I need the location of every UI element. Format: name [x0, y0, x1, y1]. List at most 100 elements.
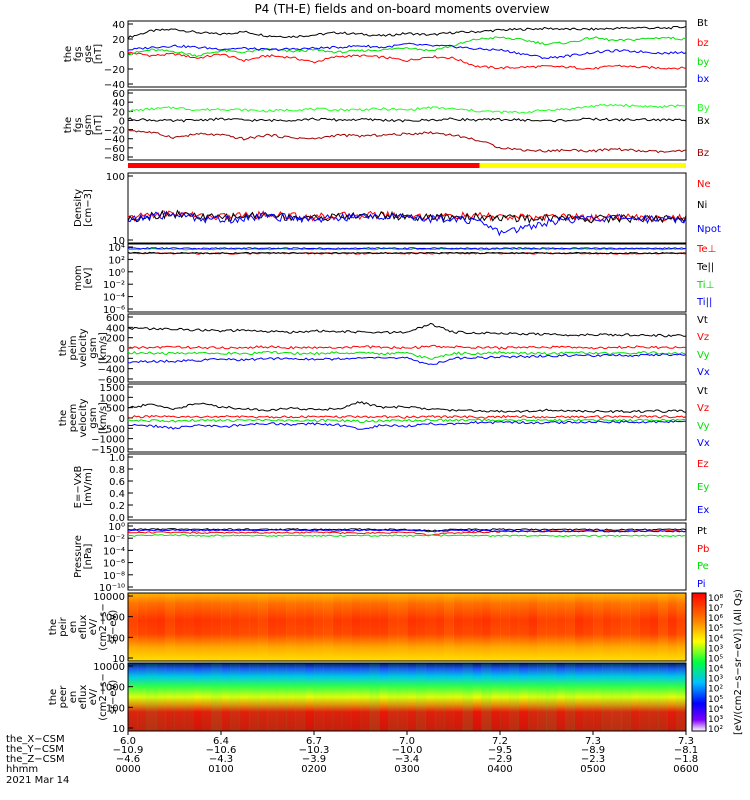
fgs-gsm-ytick-label: −60	[104, 144, 125, 155]
peir-spectrogram-streak	[639, 593, 650, 661]
series-pressure-2	[127, 534, 687, 538]
peer-spectrogram-ylabel: eflux	[78, 685, 89, 710]
peim-velocity-ytick-label: 400	[106, 323, 125, 334]
peir-spectrogram-streak	[314, 593, 324, 661]
fgs-gsm-ylabel: [nT]	[93, 115, 104, 135]
temperature-ytick-label: 10⁴	[108, 243, 125, 254]
peer-spectrogram-ytick-label: 10	[112, 724, 125, 735]
temperature-ytick-label: 10²	[108, 255, 125, 266]
temperature-ylabel: [eV]	[83, 268, 94, 289]
fgs-gse-ytick-label: 20	[112, 35, 125, 46]
peer-spectrogram-streak	[472, 663, 482, 731]
time-col-lat: 7.2	[492, 736, 508, 747]
legend-peim-velocity-2: Vy	[697, 350, 710, 361]
time-col-x: −8.9	[581, 745, 605, 756]
peim-velocity-ylabel: [km/s]	[98, 332, 109, 364]
peer-spectrogram-streak	[165, 663, 175, 731]
legend-pressure-1: Pb	[697, 544, 709, 555]
legend-peem-velocity-0: Vt	[697, 386, 708, 397]
peer-spectrogram-streak	[574, 663, 585, 731]
peir-spectrogram-ytick-label: 100	[106, 633, 125, 644]
fgs-gsm-ylabel: gsm	[83, 114, 94, 135]
fgs-gse-ytick-label: 0	[119, 50, 125, 61]
colorbar-tick-label: 10³	[708, 675, 723, 685]
peir-spectrogram-streak	[593, 593, 603, 661]
peer-spectrogram-streak	[434, 663, 445, 731]
time-col-lat: 7.3	[678, 736, 694, 747]
panel-density: 100 10 Density [cm−3] Ne Ni Npot	[73, 172, 721, 247]
legend-fgs-gse-2: by	[697, 57, 709, 68]
peem-velocity-ylabel: the	[58, 410, 69, 426]
series-fgs-gse-1	[127, 51, 687, 70]
peer-spectrogram-streak	[193, 663, 203, 731]
pressure-background	[128, 523, 686, 590]
legend-peem-velocity-3: Vx	[697, 438, 710, 449]
peer-spectrogram-ylabel: en	[68, 691, 79, 704]
time-col-hhmm: 0300	[394, 764, 419, 775]
series-peem-velocity-2	[127, 418, 687, 424]
peer-spectrogram-streak	[146, 663, 157, 731]
peir-spectrogram-streak	[369, 593, 380, 661]
series-peim-velocity-1	[127, 344, 687, 350]
peer-spectrogram-streak	[128, 663, 138, 731]
peer-spectrogram-streak	[155, 663, 166, 731]
series-temperature-3	[127, 247, 687, 250]
peer-spectrogram-streak	[351, 663, 361, 731]
peir-spectrogram-streak	[537, 593, 547, 661]
fgs-gsm-ylabel: fgs	[73, 117, 84, 132]
time-col-lat: 7.3	[585, 736, 601, 747]
fgs-gse-ytick-label: −20	[104, 65, 125, 76]
peer-spectrogram-streak	[639, 663, 650, 731]
series-peem-velocity-1	[127, 414, 687, 419]
time-col-y: −4.3	[209, 754, 233, 765]
legend-temperature-0: Te⊥	[696, 244, 716, 255]
peer-spectrogram-streak	[593, 663, 603, 731]
temperature-background	[128, 244, 686, 312]
peer-spectrogram-streak	[267, 663, 278, 731]
series-fgs-gsm-0	[127, 103, 687, 114]
density-ytick-label: 10	[112, 236, 125, 247]
panel-peir-spectrogram: 10000 1000 100 10 the peir en eflux eV/(cm2−s− sr…	[48, 592, 687, 665]
peer-spectrogram-streak	[453, 663, 464, 731]
peir-spectrogram-ylabel: sr−eV)	[108, 610, 119, 645]
peir-spectrogram-frame	[127, 592, 687, 662]
peer-spectrogram-streak	[602, 663, 613, 731]
time-col-x: −10.0	[392, 745, 423, 756]
series-peem-velocity-3	[127, 420, 687, 430]
peer-spectrogram-streak	[258, 663, 268, 731]
peir-spectrogram-streak	[323, 593, 334, 661]
peir-spectrogram-streak	[304, 593, 315, 661]
series-peim-velocity-0	[127, 322, 687, 338]
time-col-hhmm: 0200	[301, 764, 326, 775]
pressure-ytick-label: 10⁻⁶	[103, 559, 125, 570]
time-row-label: the_Z−CSM	[6, 754, 65, 765]
peer-spectrogram-streak	[407, 663, 417, 731]
colorbar: 10⁸10⁷10⁶10⁵10⁴10³10⁵10⁴10³10²10⁵10⁴10³1…	[691, 589, 744, 735]
peer-spectrogram-streak	[667, 663, 678, 731]
peir-spectrogram-streak	[527, 593, 538, 661]
peir-spectrogram-streak	[221, 593, 231, 661]
fgs-gsm-ytick-label: −40	[104, 135, 125, 146]
peer-spectrogram-streak	[565, 663, 575, 731]
colorbar-tick-label: 10⁵	[708, 624, 723, 634]
legend-peim-velocity-1: Vz	[697, 332, 709, 343]
peem-velocity-ytick-label: −1500	[91, 445, 125, 456]
efield-ytick-label: 0.8	[109, 465, 125, 476]
fgs-gse-ylabel: the	[63, 46, 74, 62]
legend-efield-0: Ez	[697, 459, 709, 470]
legend-peim-velocity-0: Vt	[697, 315, 708, 326]
density-background	[128, 173, 686, 243]
series-pressure-3	[127, 528, 687, 533]
pressure-frame	[127, 522, 687, 591]
peer-spectrogram-streak	[202, 663, 213, 731]
peir-spectrogram-streak	[658, 593, 668, 661]
series-density-2	[127, 211, 687, 237]
panel-fgs-gse: 40 20 0 −20 −40 the fgs gse [nT] Bt bz by bx	[63, 18, 709, 91]
peir-spectrogram-streak	[648, 593, 659, 661]
peir-spectrogram-streak	[295, 593, 306, 661]
